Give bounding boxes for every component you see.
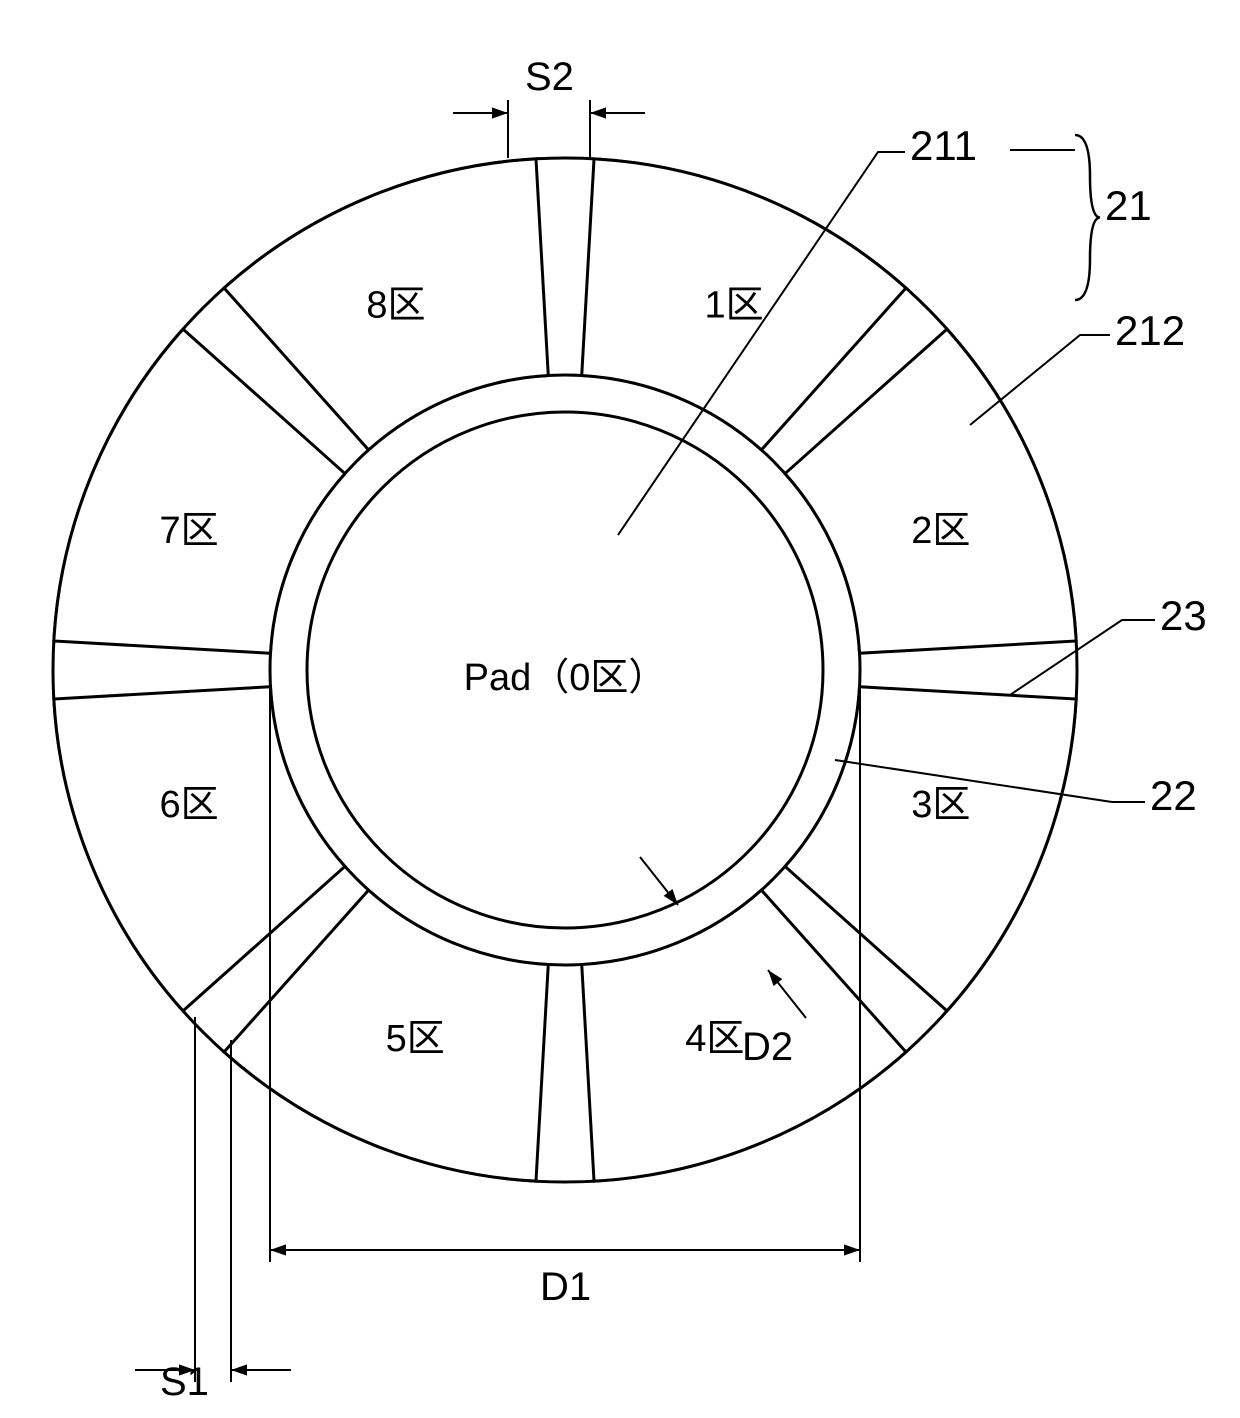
sector-2: [785, 329, 1076, 653]
center-label: Pad（0区）: [464, 657, 667, 699]
callout-212-label: 212: [1115, 307, 1185, 354]
sector-3: [785, 687, 1076, 1011]
sector-label-7: 7区: [160, 510, 219, 552]
dim-d1-label: D1: [540, 1265, 591, 1309]
sector-6: [54, 687, 345, 1011]
sector-7: [54, 329, 345, 653]
arrowhead-icon: [231, 1364, 247, 1375]
dim-s1-label: S1: [160, 1360, 209, 1404]
sector-label-5: 5区: [386, 1018, 445, 1060]
callout-22-label: 22: [1150, 772, 1197, 819]
sector-label-4: 4区: [685, 1018, 744, 1060]
dim-d2-label: D2: [742, 1025, 793, 1069]
dim-s2-label: S2: [525, 55, 574, 99]
arrowhead-icon: [664, 889, 678, 905]
arrowhead-icon: [844, 1244, 860, 1255]
callout-23-label: 23: [1160, 592, 1207, 639]
sector-label-1: 1区: [704, 285, 763, 327]
sector-label-2: 2区: [911, 510, 970, 552]
callout-211-label: 211: [910, 122, 977, 169]
sector-label-3: 3区: [911, 784, 970, 826]
callout-21-label: 21: [1105, 182, 1152, 229]
arrowhead-icon: [492, 107, 508, 118]
sector-label-8: 8区: [366, 285, 425, 327]
sector-label-6: 6区: [160, 784, 219, 826]
arrowhead-icon: [590, 107, 606, 118]
arrowhead-icon: [270, 1244, 286, 1255]
brace-21: [1075, 135, 1100, 300]
